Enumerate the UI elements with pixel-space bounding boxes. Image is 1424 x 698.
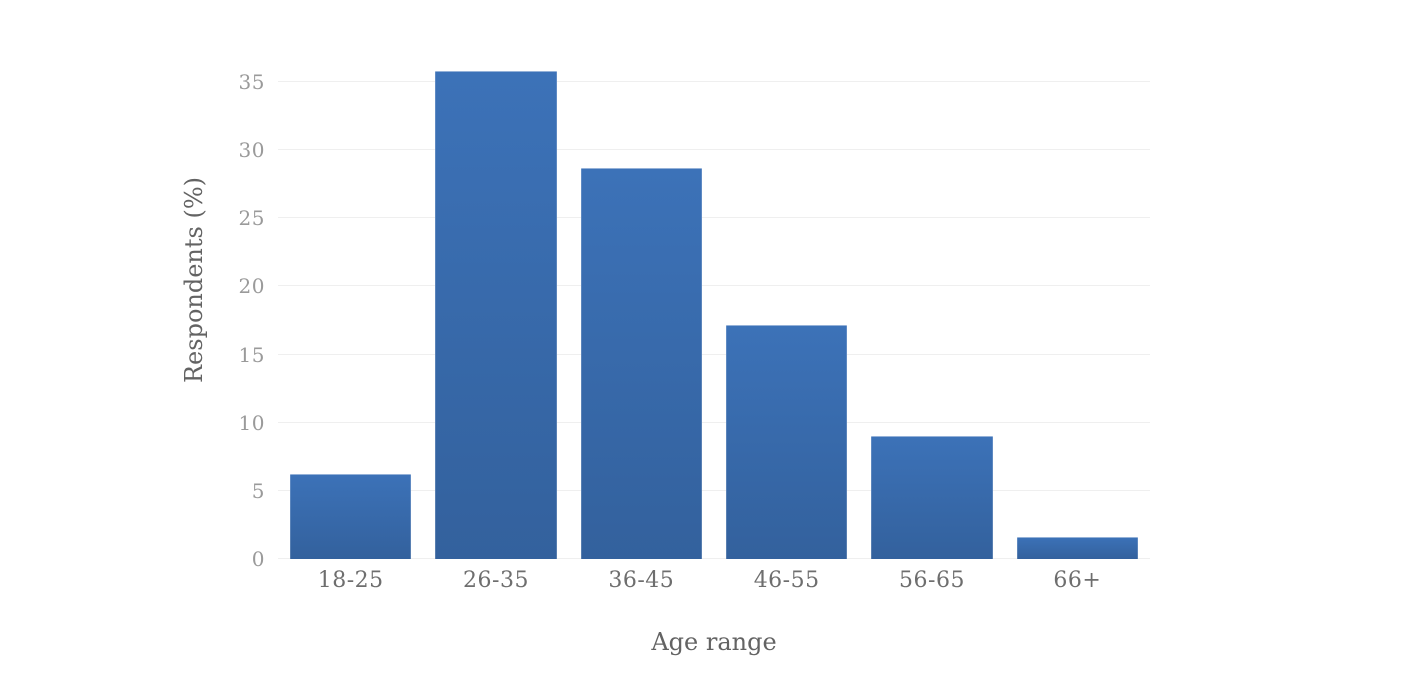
gridline-15 xyxy=(278,353,1150,355)
plot-area xyxy=(278,60,1150,559)
y-tick-label: 0 xyxy=(251,547,265,571)
x-tick-label-36-45: 36-45 xyxy=(608,568,675,593)
bar-slot-56-65 xyxy=(859,60,1004,559)
bar-slot-66+ xyxy=(1005,60,1150,559)
bars xyxy=(278,60,1150,559)
bar-18-25 xyxy=(289,474,412,559)
x-axis-title: Age range xyxy=(651,628,777,656)
y-tick-label: 30 xyxy=(238,137,265,162)
gridline-10 xyxy=(278,421,1150,423)
x-tick-label-56-65: 56-65 xyxy=(899,568,965,593)
gridline-5 xyxy=(278,489,1150,491)
x-tick-label-66+: 66+ xyxy=(1053,568,1102,593)
bar-slot-26-35 xyxy=(423,60,568,559)
y-tick-label: 15 xyxy=(238,342,265,367)
x-tick-label-26-35: 26-35 xyxy=(463,568,529,593)
bar-46-55 xyxy=(725,324,848,559)
gridline-30 xyxy=(278,148,1150,150)
bar-slot-46-55 xyxy=(714,60,859,559)
bar-slot-36-45 xyxy=(569,60,714,559)
y-tick-label: 20 xyxy=(238,274,265,299)
y-tick-label: 25 xyxy=(238,206,265,231)
y-tick-label: 10 xyxy=(238,410,265,435)
bar-26-35 xyxy=(435,70,557,559)
y-axis: 0 5 10 15 20 25 30 35 xyxy=(0,60,265,571)
bar-slot-18-25 xyxy=(278,60,423,559)
bar-56-65 xyxy=(871,436,993,559)
x-tick-label-46-55: 46-55 xyxy=(753,568,820,593)
x-tick-label-18-25: 18-25 xyxy=(317,568,384,593)
gridline-35 xyxy=(278,80,1150,82)
y-tick-label: 5 xyxy=(251,478,265,503)
y-tick-label: 35 xyxy=(238,69,265,94)
gridline-0 xyxy=(278,558,1150,559)
bar-66+ xyxy=(1016,537,1138,559)
x-axis: 18-25 26-35 36-45 46-55 56-65 66+ xyxy=(278,567,1150,595)
gridline-20 xyxy=(278,285,1150,287)
gridline-25 xyxy=(278,217,1150,219)
bar-36-45 xyxy=(580,167,702,559)
